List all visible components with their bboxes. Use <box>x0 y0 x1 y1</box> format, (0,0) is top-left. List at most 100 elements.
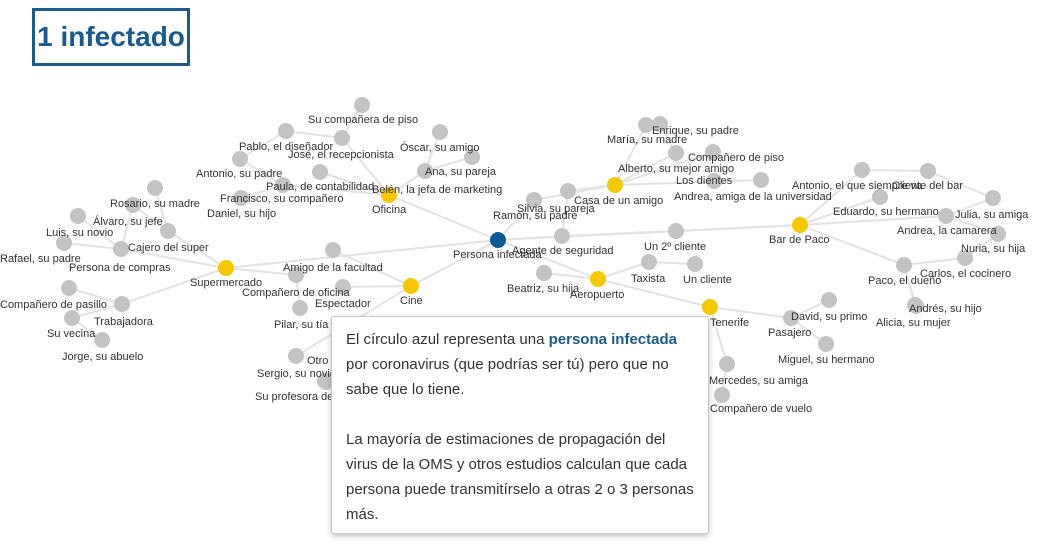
node-pasajero[interactable] <box>783 310 799 326</box>
node-luis[interactable] <box>70 208 86 224</box>
node-espectador[interactable] <box>335 279 351 295</box>
node-label-pacodueno: Paco, el dueño <box>868 275 941 287</box>
node-label-compras: Persona de compras <box>69 262 171 274</box>
node-casa[interactable] <box>607 177 623 193</box>
node-daniel[interactable] <box>233 190 249 206</box>
node-francisco[interactable] <box>275 177 291 193</box>
node-beatriz[interactable] <box>536 265 552 281</box>
node-jorge[interactable] <box>94 332 110 348</box>
node-clientebar[interactable] <box>920 163 936 179</box>
node-label-rosario: Rosario, su madre <box>110 198 200 210</box>
edge-aeropuerto-taxista <box>597 261 650 280</box>
node-ramon[interactable] <box>526 192 542 208</box>
popup-paragraph-1: El círculo azul representa una persona i… <box>346 331 677 398</box>
node-label-alvaro: Álvaro, su jefe <box>93 215 163 228</box>
node-david[interactable] <box>821 292 837 308</box>
node-label-amigofac: Amigo de la facultad <box>283 262 383 274</box>
edge-cine-amigofac <box>332 249 412 287</box>
node-vuelo[interactable] <box>714 387 730 403</box>
node-cajero[interactable] <box>160 223 176 239</box>
edge-tenerife-mercedes <box>709 306 728 365</box>
node-pacodueno[interactable] <box>896 257 912 273</box>
node-label-ana: Ana, su pareja <box>425 166 497 178</box>
edge-casa-alberto <box>614 151 714 186</box>
node-label-alberto: Alberto, su mejor amigo <box>618 163 734 175</box>
node-rosario[interactable] <box>147 180 163 196</box>
edge-persona-ramon <box>497 199 535 241</box>
node-companera[interactable] <box>354 97 370 113</box>
edge-aeropuerto-beatriz <box>543 272 599 280</box>
node-antoniobar[interactable] <box>854 162 870 178</box>
node-alberto[interactable] <box>705 144 721 160</box>
node-amigofac[interactable] <box>325 242 341 258</box>
node-carlos[interactable] <box>957 250 973 266</box>
node-jose[interactable] <box>334 130 350 146</box>
node-compras[interactable] <box>113 241 129 257</box>
node-otro[interactable] <box>288 348 304 364</box>
node-oficina[interactable] <box>381 187 397 203</box>
node-label-pasajero: Pasajero <box>768 327 811 339</box>
node-alicia[interactable] <box>908 298 924 314</box>
node-comppiso[interactable] <box>668 145 684 161</box>
node-agente[interactable] <box>554 228 570 244</box>
edge-clientebar-julia <box>927 170 994 199</box>
node-label-aeropuerto: Aeropuerto <box>570 289 624 301</box>
node-label-miguel: Miguel, su hermano <box>778 354 875 366</box>
node-alvaro[interactable] <box>125 197 141 213</box>
node-vecina[interactable] <box>64 310 80 326</box>
node-ana[interactable] <box>464 149 480 165</box>
node-pablo[interactable] <box>278 123 294 139</box>
node-profesora[interactable] <box>318 374 334 390</box>
node-pasillo[interactable] <box>61 280 77 296</box>
node-nuria[interactable] <box>990 226 1006 242</box>
edge-aeropuerto-tenerife <box>597 278 711 308</box>
node-rafael[interactable] <box>56 235 72 251</box>
node-andrea1[interactable] <box>753 172 769 188</box>
edge-super-comofi <box>225 267 297 276</box>
node-oscar[interactable] <box>432 124 448 140</box>
node-label-vecina: Su vecina <box>47 328 96 340</box>
node-trabajadora[interactable] <box>114 296 130 312</box>
node-uncliente[interactable] <box>687 256 703 272</box>
node-paula[interactable] <box>312 164 328 180</box>
node-label-daniel: Daniel, su hijo <box>207 208 276 220</box>
node-cine[interactable] <box>403 278 419 294</box>
node-miguel[interactable] <box>818 336 834 352</box>
node-belen[interactable] <box>417 163 433 179</box>
node-label-maria: María, su madre <box>607 134 687 146</box>
node-taxista[interactable] <box>641 254 657 270</box>
node-super[interactable] <box>218 260 234 276</box>
node-label-sergio: Sergio, su novio <box>257 368 336 380</box>
info-popup: El círculo azul representa una persona i… <box>331 316 709 534</box>
node-maria[interactable] <box>638 117 654 133</box>
node-label-mercedes: Mercedes, su amiga <box>709 375 809 387</box>
node-andrea2[interactable] <box>938 208 954 224</box>
edge-pacodueno-carlos <box>903 257 966 266</box>
node-comofi[interactable] <box>288 267 304 283</box>
node-label-cajero: Cajero del super <box>128 242 209 254</box>
edge-super-trabajadora <box>121 267 227 305</box>
node-label-comppiso: Compañero de piso <box>688 152 784 164</box>
node-aeropuerto[interactable] <box>590 271 606 287</box>
node-eduardo[interactable] <box>872 189 888 205</box>
edge-jose-pablo <box>285 130 343 139</box>
node-bar[interactable] <box>792 217 808 233</box>
node-segundo[interactable] <box>668 223 684 239</box>
node-tenerife[interactable] <box>702 299 718 315</box>
node-dientes[interactable] <box>706 173 722 189</box>
node-label-segundo: Un 2º cliente <box>644 241 706 253</box>
node-label-vuelo: Compañero de vuelo <box>710 403 812 415</box>
node-label-persona: Persona infectada <box>453 249 543 261</box>
edge-oficina-jose <box>341 137 390 196</box>
node-label-oficina: Oficina <box>372 204 407 216</box>
node-persona[interactable] <box>490 232 506 248</box>
node-pilar[interactable] <box>292 300 308 316</box>
node-label-pasillo: Compañero de pasillo <box>0 299 107 311</box>
node-antonio1[interactable] <box>232 151 248 167</box>
node-mercedes[interactable] <box>719 356 735 372</box>
node-silvia[interactable] <box>560 183 576 199</box>
node-julia[interactable] <box>985 190 1001 206</box>
node-enrique[interactable] <box>652 116 668 132</box>
node-label-david: David, su primo <box>791 311 867 323</box>
